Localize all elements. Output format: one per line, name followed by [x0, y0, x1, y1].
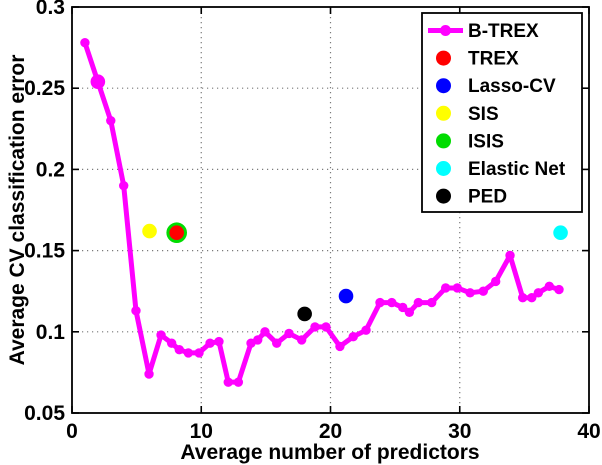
marker-b-trex-11 [205, 338, 215, 348]
marker-b-trex-7 [166, 338, 177, 348]
marker-b-trex-26 [375, 297, 385, 308]
legend: B-TREX TREX Lasso-CV SIS ISIS Elastic Net PED [421, 12, 583, 213]
marker-b-trex-28 [398, 302, 408, 313]
marker-b-trex-16 [253, 335, 263, 345]
legend-item-sis: SIS [436, 104, 499, 125]
marker-b-trex-30 [413, 297, 424, 308]
legend-item-b-trex: B-TREX [428, 21, 539, 42]
marker-b-trex-25 [361, 325, 371, 335]
x-tick-label-40: 40 [577, 420, 600, 443]
marker-b-trex-21 [310, 322, 320, 332]
x-axis-label: Average number of predictors [180, 441, 479, 464]
series-layer [80, 38, 568, 387]
legend-item-isis: ISIS [436, 131, 504, 152]
marker-b-trex-0 [80, 38, 90, 48]
marker-b-trex-17 [260, 327, 270, 337]
marker-b-trex-37 [505, 250, 515, 261]
marker-b-trex-36 [490, 276, 501, 287]
legend-marker-elastic-net [436, 161, 451, 176]
marker-b-trex-40 [533, 288, 544, 298]
data-point-sis [142, 223, 157, 239]
data-point-elastic-net [553, 225, 568, 241]
marker-b-trex-33 [452, 283, 462, 293]
legend-label-sis: SIS [468, 104, 499, 125]
marker-b-trex-35 [478, 286, 488, 296]
legend-label-ped: PED [468, 187, 507, 208]
axis-tick-layer [71, 6, 590, 414]
data-point-ped [297, 306, 312, 322]
marker-b-trex-10 [194, 348, 204, 358]
y-tick-label-0.15: 0.15 [24, 240, 65, 263]
marker-b-trex-13 [223, 377, 233, 387]
x-tick-label-0: 0 [66, 420, 78, 443]
x-tick-label-30: 30 [448, 420, 471, 443]
legend-item-trex: TREX [436, 49, 519, 70]
marker-b-trex-39 [527, 292, 537, 303]
legend-marker-trex [436, 50, 451, 66]
data-point-trex [169, 225, 184, 241]
legend-marker-sis [436, 105, 451, 121]
marker-b-trex-38 [517, 292, 528, 303]
marker-b-trex-6 [156, 330, 166, 340]
marker-b-trex-18 [272, 338, 282, 348]
legend-box [421, 12, 583, 213]
legend-label-isis: ISIS [468, 131, 504, 152]
y-axis-label: Average CV classification error [6, 55, 29, 366]
y-tick-label-0.1: 0.1 [36, 321, 66, 344]
marker-b-trex-27 [387, 297, 397, 308]
marker-b-trex-8 [174, 344, 184, 355]
marker-b-trex-1 [90, 74, 106, 90]
legend-item-elastic-net: Elastic Net [436, 159, 566, 180]
x-tick-label-20: 20 [319, 420, 342, 443]
legend-item-ped: PED [436, 187, 507, 208]
data-point-lasso-cv [338, 288, 354, 304]
legend-marker-ped [436, 188, 451, 204]
y-tick-label-0.3: 0.3 [36, 0, 65, 19]
marker-b-trex-41 [544, 281, 555, 292]
y-tick-label-0.25: 0.25 [24, 77, 65, 100]
legend-marker-b-trex [440, 25, 451, 36]
legend-item-lasso-cv: Lasso-CV [436, 76, 556, 97]
marker-b-trex-14 [233, 377, 244, 387]
marker-b-trex-12 [214, 336, 224, 347]
marker-b-trex-23 [335, 341, 345, 352]
marker-b-trex-31 [427, 297, 437, 308]
y-tick-label-0.05: 0.05 [24, 402, 65, 425]
legend-label-lasso-cv: Lasso-CV [468, 76, 556, 97]
marker-b-trex-4 [131, 305, 141, 316]
x-tick-label-10: 10 [190, 420, 213, 443]
marker-b-trex-3 [119, 180, 129, 191]
legend-marker-isis [436, 133, 451, 149]
legend-label-trex: TREX [468, 49, 519, 70]
legend-label-elastic-net: Elastic Net [468, 159, 566, 180]
marker-b-trex-22 [321, 322, 331, 332]
marker-b-trex-34 [465, 288, 475, 298]
marker-b-trex-32 [440, 283, 451, 293]
y-tick-label-0.2: 0.2 [36, 158, 65, 181]
marker-b-trex-9 [183, 348, 194, 358]
legend-marker-lasso-cv [436, 78, 451, 94]
marker-b-trex-29 [404, 307, 415, 318]
marker-b-trex-19 [284, 328, 294, 339]
marker-b-trex-2 [106, 115, 116, 126]
tick-label-layer: 0 10 20 30 40 0.05 0.1 0.15 0.2 0.25 0.3 [24, 0, 601, 443]
marker-b-trex-42 [554, 284, 564, 295]
marker-b-trex-20 [296, 335, 307, 345]
marker-b-trex-24 [348, 331, 358, 342]
marker-b-trex-5 [144, 369, 154, 379]
legend-label-b-trex: B-TREX [468, 21, 539, 42]
